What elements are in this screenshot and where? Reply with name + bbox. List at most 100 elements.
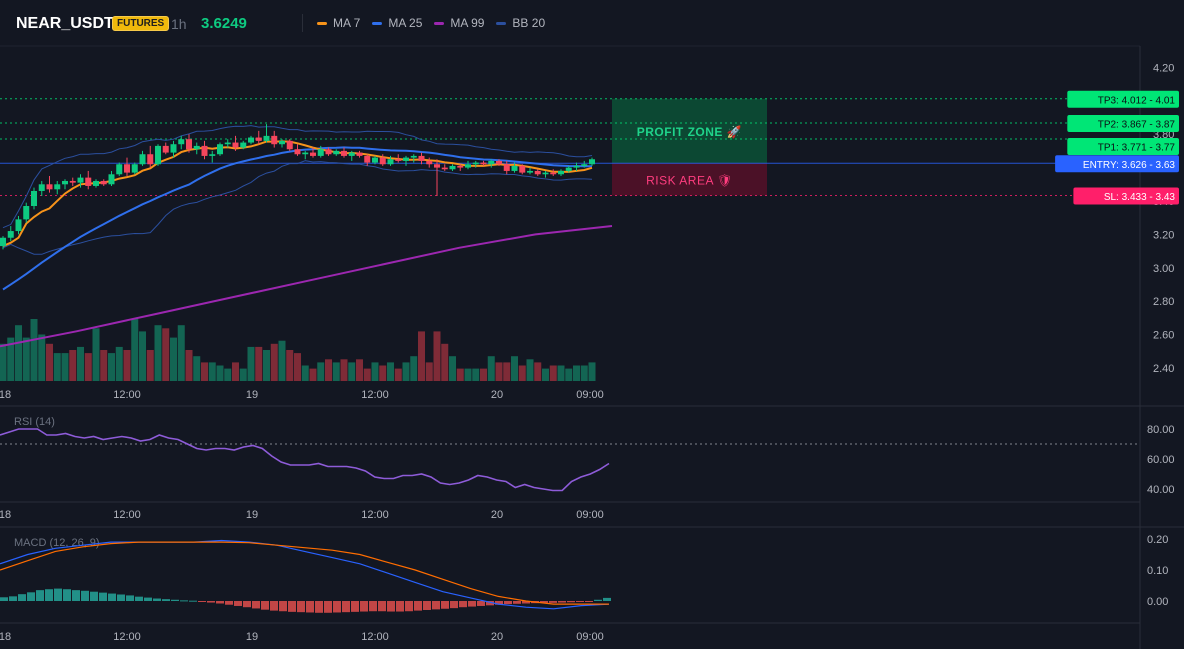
macd-histogram-bar	[63, 589, 71, 601]
candle-body	[279, 140, 285, 145]
candle-body	[372, 157, 378, 163]
candle-body	[224, 142, 231, 145]
volume-bar	[154, 325, 162, 381]
candle-body	[124, 164, 130, 173]
candle-body	[550, 172, 557, 175]
candle-body	[465, 164, 471, 168]
macd-histogram-bar	[0, 597, 8, 601]
candle-body	[534, 170, 541, 175]
level-tag-label: SL: 3.433 - 3.43	[1104, 192, 1176, 203]
macd-histogram-bar	[360, 601, 368, 612]
price-tick-label: 2.60	[1153, 330, 1174, 342]
legend-label: MA 7	[333, 16, 361, 30]
macd-histogram-bar	[594, 599, 602, 601]
time-axis-label: 19	[246, 509, 258, 521]
candle-body	[147, 154, 154, 165]
volume-bar	[472, 368, 480, 381]
level-tag	[1067, 115, 1179, 133]
volume-bar	[371, 362, 379, 381]
volume-bar	[518, 365, 526, 381]
volume-bar	[22, 337, 30, 381]
profit-zone	[612, 98, 767, 164]
macd-histogram-bar	[117, 594, 125, 601]
volume-bar	[92, 328, 100, 381]
candle-body	[348, 152, 355, 156]
volume-bar	[286, 350, 294, 381]
volume-bar	[526, 359, 534, 381]
volume-bar	[177, 325, 185, 381]
legend-ma25[interactable]: MA 25	[372, 16, 422, 30]
ma7-swatch	[317, 21, 327, 25]
volume-bar	[278, 340, 286, 381]
ma99-line	[0, 225, 613, 348]
volume-bar	[379, 365, 387, 381]
symbol-title[interactable]: NEAR_USDT	[16, 15, 114, 32]
ma99-swatch	[434, 21, 445, 25]
candle-body	[46, 184, 53, 190]
legend-ma7[interactable]: MA 7	[317, 16, 360, 30]
candle-body	[496, 160, 502, 165]
macd-histogram-bar	[108, 593, 116, 601]
candle-body	[472, 162, 479, 165]
macd-histogram-bar	[369, 601, 377, 612]
time-axis-label: 12:00	[113, 631, 141, 643]
volume-bar	[123, 350, 131, 381]
time-axis-label: 09:00	[576, 389, 604, 401]
candle-body	[519, 165, 526, 173]
volume-bar	[61, 353, 69, 381]
macd-histogram-bar	[189, 600, 197, 602]
macd-histogram-bar	[279, 601, 287, 612]
candle-body	[15, 219, 22, 232]
candle-body	[31, 190, 37, 207]
candle-body	[69, 180, 76, 183]
last-price: 3.6249	[201, 15, 247, 32]
volume-bar	[208, 362, 216, 381]
macd-histogram-bar	[144, 597, 152, 601]
volume-bar	[557, 365, 565, 381]
candle-body	[387, 159, 394, 165]
ma25-line	[2, 146, 593, 291]
volume-bar	[580, 365, 588, 381]
level-tag-label: TP3: 4.012 - 4.01	[1098, 95, 1176, 106]
volume-bar	[77, 346, 84, 381]
macd-tick-label: 0.10	[1147, 565, 1168, 577]
volume-bar	[534, 362, 542, 381]
indicator-legend: MA 7 MA 25 MA 99 BB 20	[317, 16, 545, 30]
volume-bar	[325, 359, 332, 381]
candle-body	[217, 144, 223, 155]
time-axis-label: 12:00	[361, 509, 389, 521]
candle-body	[85, 177, 92, 186]
candle-body	[170, 144, 177, 153]
macd-histogram-bar	[603, 597, 611, 601]
macd-histogram-bar	[315, 601, 323, 613]
macd-histogram-bar	[234, 601, 242, 606]
level-tag	[1073, 187, 1179, 205]
volume-bar	[425, 362, 433, 381]
volume-bar	[309, 368, 317, 381]
volume-bar	[255, 346, 263, 381]
candle-body	[7, 231, 14, 238]
price-tick-label: 4.20	[1153, 62, 1174, 74]
risk-zone	[612, 163, 767, 196]
macd-histogram-bar	[99, 592, 107, 601]
time-axis-label: 12:00	[361, 389, 389, 401]
legend-bb20[interactable]: BB 20	[496, 16, 545, 30]
candle-body	[527, 170, 533, 173]
macd-histogram-bar	[558, 601, 566, 603]
volume-bar	[410, 356, 418, 381]
volume-bar	[301, 365, 309, 381]
volume-bar	[387, 362, 394, 381]
interval-selector[interactable]: 1h	[171, 16, 187, 32]
time-axis-label: 20	[491, 631, 503, 643]
time-axis-label: 20	[491, 389, 503, 401]
ma25-swatch	[372, 21, 383, 25]
volume-bar	[456, 368, 464, 381]
macd-histogram-bar	[504, 601, 512, 605]
volume-bar	[495, 362, 503, 381]
legend-ma99[interactable]: MA 99	[434, 16, 484, 30]
macd-histogram-bar	[432, 601, 440, 610]
candle-body	[116, 164, 123, 175]
volume-bar	[162, 328, 170, 381]
macd-histogram-bar	[252, 601, 260, 609]
